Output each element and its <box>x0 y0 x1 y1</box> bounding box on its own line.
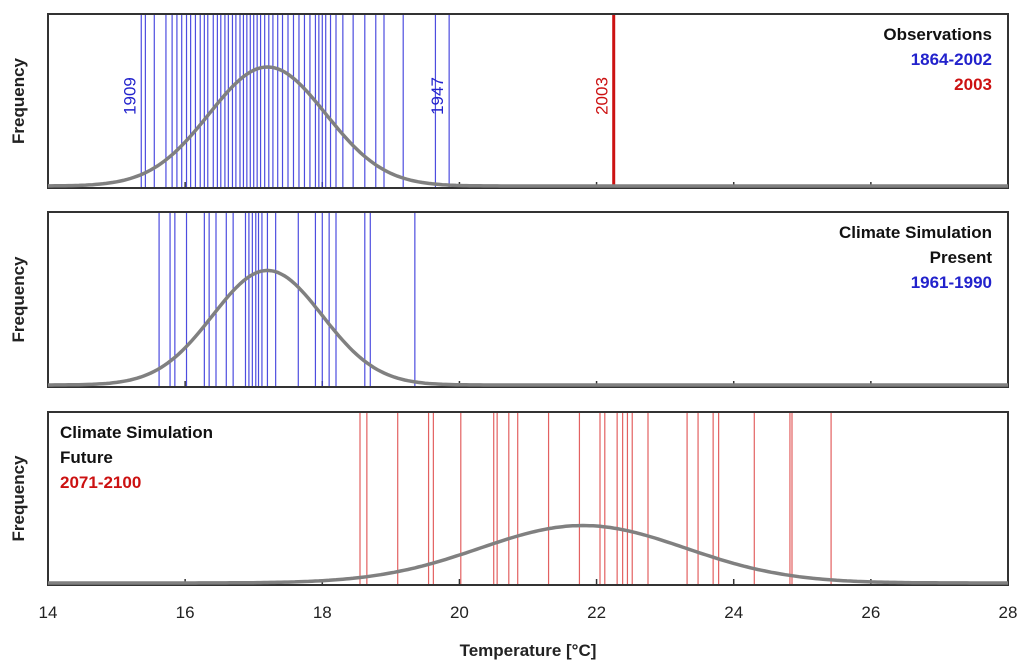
panel-observations: 1909 1947 2003 Frequency Observations 1864-20… <box>9 13 1009 189</box>
legend-entry: Future <box>60 448 113 467</box>
legend-entry: Climate Simulation <box>839 223 992 242</box>
legend-entry: 1864-2002 <box>911 50 992 69</box>
legend-entry: 2071-2100 <box>60 473 141 492</box>
year-label: 1909 <box>120 77 139 115</box>
panel-present: Frequency Climate Simulation Present 1961-1… <box>9 211 1009 388</box>
y-axis-label: Frequency <box>9 57 28 144</box>
x-tick-label: 16 <box>176 603 195 622</box>
panel-future: Frequency Climate Simulation Future 2071-21… <box>9 411 1009 586</box>
x-tick-label: 26 <box>861 603 880 622</box>
distribution-curve <box>48 268 1008 387</box>
panel-frame <box>47 411 1009 586</box>
x-tick-label: 20 <box>450 603 469 622</box>
panel-frame <box>47 13 1009 189</box>
year-label: 1947 <box>428 77 447 115</box>
x-tick-label: 24 <box>724 603 743 622</box>
x-tick-label: 18 <box>313 603 332 622</box>
distribution-curve <box>48 523 1008 585</box>
y-axis-label: Frequency <box>9 455 28 542</box>
legend-entry: Present <box>930 248 993 267</box>
legend-entry: 1961-1990 <box>911 273 992 292</box>
distribution-curve <box>48 65 1008 188</box>
x-tick-label: 14 <box>39 603 58 622</box>
x-tick-label: 22 <box>587 603 606 622</box>
x-axis: 14 16 18 20 22 24 26 28 <box>39 603 1018 622</box>
year-label: 2003 <box>593 77 612 115</box>
x-axis-label: Temperature [°C] <box>460 641 597 660</box>
panels: 1909 1947 2003 Frequency Observations 1864-20… <box>9 13 1009 586</box>
legend-entry: Climate Simulation <box>60 423 213 442</box>
x-tick-label: 28 <box>999 603 1018 622</box>
legend-entry: Observations <box>883 25 992 44</box>
panel-frame <box>47 211 1009 388</box>
y-axis-label: Frequency <box>9 256 28 343</box>
legend-entry: 2003 <box>954 75 992 94</box>
